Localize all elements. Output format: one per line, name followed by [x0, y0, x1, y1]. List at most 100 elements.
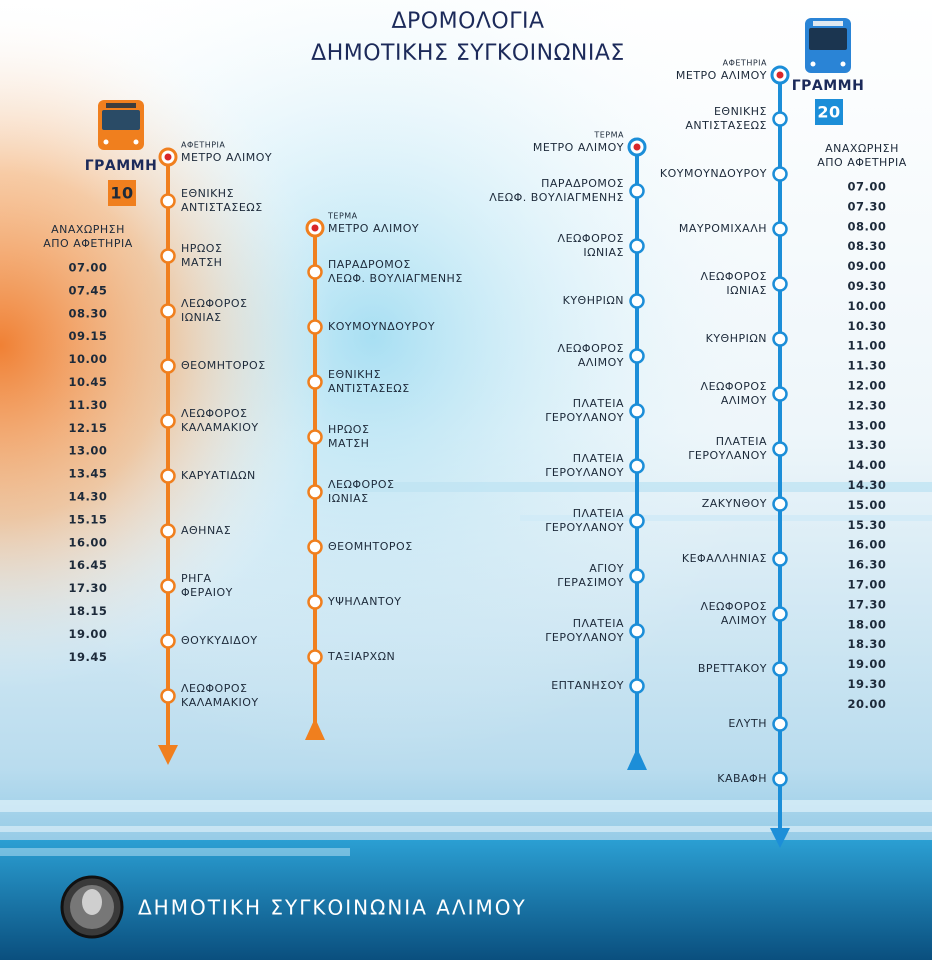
stop-marker: [772, 496, 788, 512]
departure-time: 08.30: [69, 306, 108, 320]
departure-time: 19.30: [848, 677, 887, 691]
departure-time: 10.30: [848, 319, 887, 333]
bottom-band: [0, 840, 932, 960]
direction-arrow: [158, 745, 178, 765]
schedule-title: ΑΝΑΧΩΡΗΣΗ: [51, 223, 125, 236]
stop-name: ΛΕΩΦ. ΒΟΥΛΙΑΓΜΕΝΗΣ: [328, 272, 463, 285]
stop-name: ΙΩΝΙΑΣ: [726, 284, 767, 297]
departure-time: 15.30: [848, 518, 887, 532]
stop-marker: [160, 523, 176, 539]
stop-marker: [160, 578, 176, 594]
direction-arrow: [627, 748, 647, 770]
departure-time: 13.00: [848, 418, 887, 432]
stop-name: ΕΘΝΙΚΗΣ: [714, 105, 767, 118]
stop-name: ΙΩΝΙΑΣ: [328, 492, 369, 505]
stop-name: ΘΕΟΜΗΤΟΡΟΣ: [328, 540, 413, 553]
departure-time: 18.30: [848, 637, 887, 651]
stop-name: ΚΑΒΑΦΗ: [717, 772, 767, 785]
logo: [60, 875, 124, 939]
terminal-dot: [776, 71, 784, 79]
stop-name: ΛΕΩΦΟΡΟΣ: [558, 342, 624, 355]
departure-time: 18.15: [69, 604, 108, 618]
stop-name: ΚΑΛΑΜΑΚΙΟΥ: [181, 421, 259, 434]
stop-marker: [772, 661, 788, 677]
stop-marker: [772, 716, 788, 732]
departure-time: 07.00: [848, 180, 887, 194]
departure-time: 16.00: [69, 535, 108, 549]
stop-name: ΛΕΩΦΟΡΟΣ: [701, 600, 767, 613]
stop-marker: [772, 771, 788, 787]
departure-time: 13.30: [848, 438, 887, 452]
stop-marker: [307, 649, 323, 665]
stop-marker: [307, 594, 323, 610]
direction-arrow: [770, 828, 790, 848]
departure-time: 07.30: [848, 199, 887, 213]
stop-name: ΜΑΤΣΗ: [328, 437, 369, 450]
stop-name: ΠΛΑΤΕΙΑ: [573, 452, 624, 465]
stop-name: ΚΑΛΑΜΑΚΙΟΥ: [181, 696, 259, 709]
departure-time: 13.00: [69, 444, 108, 458]
stop-name: ΓΕΡΟΥΛΑΝΟΥ: [545, 466, 624, 479]
stop-marker: [772, 386, 788, 402]
stop-marker: [160, 413, 176, 429]
departure-time: 09.30: [848, 279, 887, 293]
stop-name: ΚΟΥΜΟΥΝΔΟΥΡΟΥ: [328, 320, 435, 333]
stop-name: ΠΛΑΤΕΙΑ: [573, 397, 624, 410]
stop-name: ΒΡΕΤΤΑΚΟΥ: [698, 662, 767, 675]
stop-marker: [629, 678, 645, 694]
stop-name: ΦΕΡΑΙΟΥ: [181, 586, 233, 599]
departure-time: 12.00: [848, 379, 887, 393]
stop-name: ΘΟΥΚΥΔΙΔΟΥ: [181, 634, 258, 647]
stop-marker: [307, 484, 323, 500]
stop-name: ΜΕΤΡΟ ΑΛΙΜΟΥ: [533, 141, 624, 154]
departure-time: 19.00: [69, 627, 108, 641]
stop-marker: [629, 458, 645, 474]
stop-name: ΛΕΩΦ. ΒΟΥΛΙΑΓΜΕΝΗΣ: [489, 191, 624, 204]
stop-marker: [160, 248, 176, 264]
departure-time: 15.15: [69, 512, 108, 526]
stop-name: ΚΟΥΜΟΥΝΔΟΥΡΟΥ: [660, 167, 767, 180]
stop-marker: [772, 606, 788, 622]
stop-marker: [629, 513, 645, 529]
stop-marker: [629, 403, 645, 419]
stop-name: ΡΗΓΑ: [181, 572, 212, 585]
departure-time: 08.30: [848, 239, 887, 253]
footer-title: ΔΗΜΟΤΙΚΗ ΣΥΓΚΟΙΝΩΝΙΑ ΑΛΙΜΟΥ: [138, 896, 527, 920]
line-label: ΓΡΑΜΜΗ: [85, 158, 158, 174]
schedule-title: ΑΠΟ ΑΦΕΤΗΡΙΑ: [817, 156, 906, 169]
stop-name: ΕΛΥΤΗ: [728, 717, 767, 730]
departure-time: 14.30: [848, 478, 887, 492]
stop-marker: [160, 193, 176, 209]
stop-name: ΠΛΑΤΕΙΑ: [573, 507, 624, 520]
stripe: [0, 800, 932, 812]
stop-name: ΛΕΩΦΟΡΟΣ: [558, 232, 624, 245]
stop-marker: [629, 623, 645, 639]
stop-name: ΓΕΡΟΥΛΑΝΟΥ: [545, 631, 624, 644]
stop-name: ΓΕΡΟΥΛΑΝΟΥ: [688, 449, 767, 462]
departure-time: 10.00: [848, 299, 887, 313]
departure-time: 11.30: [848, 359, 887, 373]
terminal-dot: [633, 143, 641, 151]
stop-marker: [160, 633, 176, 649]
stop-marker: [772, 166, 788, 182]
stop-name: ΜΕΤΡΟ ΑΛΙΜΟΥ: [328, 222, 419, 235]
stop-name: ΠΑΡΑΔΡΟΜΟΣ: [541, 177, 624, 190]
stop-name: ΠΑΡΑΔΡΟΜΟΣ: [328, 258, 411, 271]
stripe: [0, 848, 350, 856]
line-badge: [815, 99, 843, 125]
stop-marker: [772, 551, 788, 567]
bus-icon: [98, 100, 144, 150]
stop-marker: [772, 331, 788, 347]
departure-time: 16.00: [848, 538, 887, 552]
stop-name: ΑΝΤΙΣΤΑΣΕΩΣ: [685, 119, 767, 132]
direction-arrow: [305, 718, 325, 740]
departure-time: 20.00: [848, 697, 887, 711]
schedule-title: ΑΠΟ ΑΦΕΤΗΡΙΑ: [43, 237, 132, 250]
departure-time: 09.00: [848, 259, 887, 273]
stripe: [330, 482, 932, 492]
stop-marker: [772, 276, 788, 292]
stop-name: ΑΝΤΙΣΤΑΣΕΩΣ: [181, 201, 263, 214]
stop-name: ΛΕΩΦΟΡΟΣ: [701, 270, 767, 283]
stop-name: ΖΑΚΥΝΘΟΥ: [702, 497, 767, 510]
